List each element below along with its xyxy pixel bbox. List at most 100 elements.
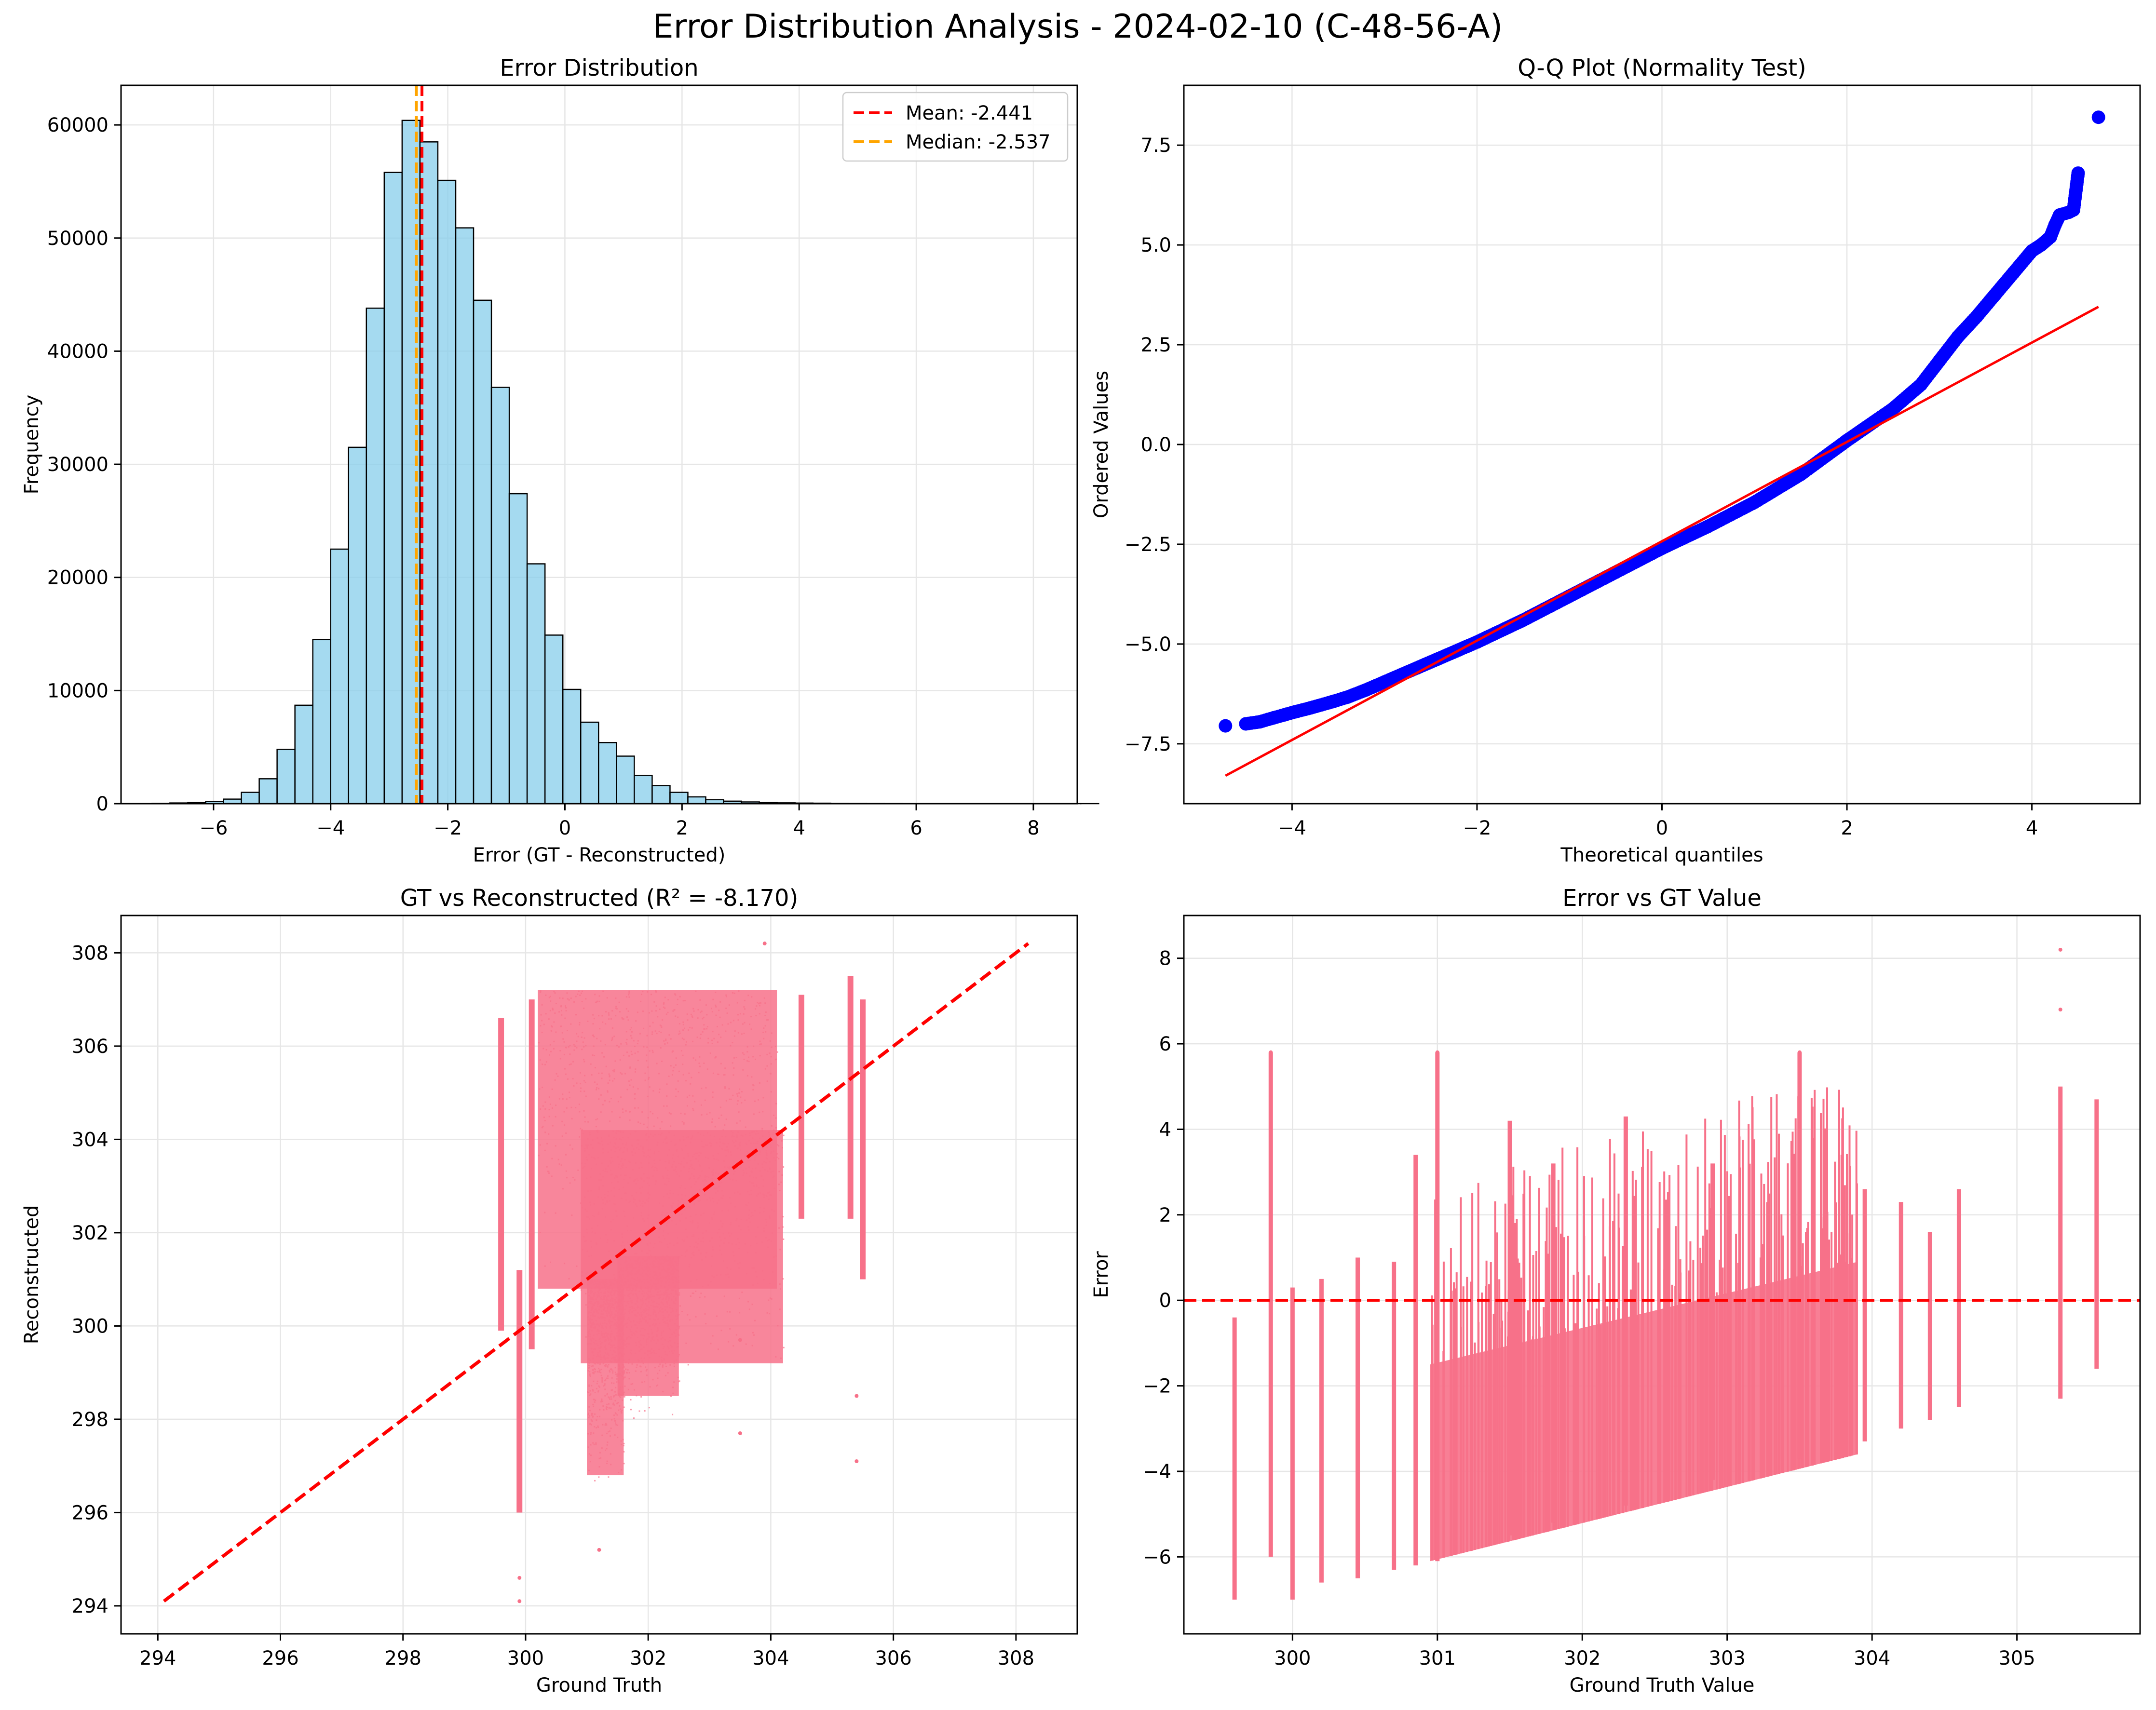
axis-ticks: 294 296 298 300 302 304 306 308 294 296 298 300 302 3… xyxy=(72,942,1034,1670)
y-tick-label: −7.5 xyxy=(1125,733,1171,755)
x-tick-label: −2 xyxy=(434,817,462,839)
qq-point xyxy=(1359,683,1373,697)
x-tick-label: 308 xyxy=(998,1647,1034,1670)
scatter-outlier xyxy=(854,1459,859,1464)
y-tick-label: −2 xyxy=(1143,1375,1171,1398)
plot-area xyxy=(1184,947,2140,1600)
qq-point xyxy=(1219,719,1233,733)
x-tick-label: 0 xyxy=(559,817,571,839)
scatter-outlier xyxy=(517,1575,522,1580)
scatter-outlier xyxy=(597,1548,601,1552)
y-tick-label: −5.0 xyxy=(1125,633,1171,656)
axes-frame xyxy=(120,915,1078,1635)
x-tick-label: 304 xyxy=(752,1647,789,1670)
scatter-outlier xyxy=(2058,1008,2062,1012)
qq-point xyxy=(1701,519,1715,533)
qq-point xyxy=(1253,715,1267,729)
axes-frame xyxy=(1183,84,2141,805)
y-tick-label: 0.0 xyxy=(1140,434,1171,456)
x-tick-label: −2 xyxy=(1463,817,1491,839)
qq-point xyxy=(1424,655,1438,669)
legend: Mean: -2.441 Median: -2.537 xyxy=(842,92,1069,162)
x-tick-label: 306 xyxy=(875,1647,911,1670)
scatter-outlier xyxy=(762,942,767,946)
x-tick-label: 303 xyxy=(1709,1647,1746,1670)
scatter-outlier xyxy=(1269,1050,1273,1054)
x-tick-label: −4 xyxy=(1278,817,1306,839)
y-tick-label: 298 xyxy=(72,1409,108,1431)
grid-lines xyxy=(1184,85,2140,804)
y-tick-label: 50000 xyxy=(47,228,108,250)
histogram-bars xyxy=(151,120,1099,805)
x-axis-label: Error (GT - Reconstructed) xyxy=(473,844,726,866)
scatter-outlier xyxy=(2058,947,2062,952)
axes-title: Error Distribution xyxy=(500,54,698,81)
histogram-bar xyxy=(258,778,278,805)
axes-title: Q-Q Plot (Normality Test) xyxy=(1518,54,1806,81)
qq-point xyxy=(1322,696,1336,710)
histogram-bar xyxy=(634,775,653,805)
histogram-bar xyxy=(651,785,671,805)
x-axis-label: Ground Truth Value xyxy=(1570,1674,1755,1697)
y-tick-label: 296 xyxy=(72,1502,108,1524)
y-tick-label: −4 xyxy=(1143,1461,1171,1483)
histogram-bar xyxy=(687,796,706,805)
gt-vs-reconstructed-panel: 294 296 298 300 302 304 306 308 294 296 298 300 302 3… xyxy=(21,885,1078,1697)
x-tick-label: 300 xyxy=(1274,1647,1311,1670)
qq-fit-line xyxy=(1225,306,2099,777)
scatter-outlier xyxy=(738,1338,742,1342)
histogram-bar xyxy=(294,704,313,805)
y-tick-label: 2.5 xyxy=(1140,334,1171,356)
axes-frame xyxy=(1183,915,2141,1635)
y-tick-label: 10000 xyxy=(47,680,108,702)
x-tick-label: 302 xyxy=(630,1647,666,1670)
qq-point xyxy=(1341,690,1355,704)
figure-suptitle: Error Distribution Analysis - 2024-02-10… xyxy=(653,8,1503,46)
axis-ticks: −6 −4 −2 0 2 4 6 8 0 10000 20000 30000 40000 50000 600… xyxy=(47,114,1040,839)
qq-point xyxy=(1285,706,1299,720)
y-tick-label: 308 xyxy=(72,942,108,964)
y-tick-label: 6 xyxy=(1159,1033,1171,1055)
histogram-bar xyxy=(455,227,475,805)
histogram-bar xyxy=(241,792,260,805)
y-tick-label: 300 xyxy=(72,1315,108,1337)
x-tick-label: 298 xyxy=(385,1647,421,1670)
histogram-bar xyxy=(508,493,528,805)
axis-ticks: 300 301 302 303 304 305 −6 −4 −2 0 2 4 6 8 xyxy=(1143,948,2035,1670)
y-tick-label: 20000 xyxy=(47,567,108,589)
y-tick-label: 8 xyxy=(1159,948,1171,970)
qq-point xyxy=(2043,230,2057,244)
histogram-bar xyxy=(330,548,350,805)
y-tick-label: 7.5 xyxy=(1140,135,1171,157)
x-tick-label: 6 xyxy=(910,817,922,839)
scatter-outlier xyxy=(1435,1050,1439,1054)
y-axis-label: Reconstructed xyxy=(21,1205,43,1344)
x-tick-label: 4 xyxy=(793,817,805,839)
scatter-outlier xyxy=(738,1431,742,1435)
y-tick-label: 0 xyxy=(96,793,108,815)
qq-point xyxy=(1267,711,1281,725)
legend-median-label: Median: -2.537 xyxy=(906,131,1051,153)
y-tick-label: 60000 xyxy=(47,114,108,136)
y-tick-label: −6 xyxy=(1143,1546,1171,1568)
histogram-bar xyxy=(276,749,296,805)
axes-frame xyxy=(120,84,1078,805)
plot-area xyxy=(163,942,1030,1603)
qq-point xyxy=(1303,701,1317,715)
y-tick-label: 0 xyxy=(1159,1290,1171,1312)
qq-point xyxy=(1794,468,1808,482)
scatter-outlier xyxy=(1797,1050,1802,1054)
histogram-bar xyxy=(616,755,635,805)
histogram-bar xyxy=(348,446,367,805)
legend-mean-label: Mean: -2.441 xyxy=(906,102,1033,124)
x-tick-label: 2 xyxy=(676,817,688,839)
x-tick-label: −4 xyxy=(316,817,345,839)
histogram-bar xyxy=(490,387,510,805)
y-axis-label: Error xyxy=(1090,1251,1112,1298)
qq-point xyxy=(2071,166,2085,180)
histogram-bar xyxy=(312,639,331,805)
legend-box xyxy=(842,92,1069,162)
qq-point xyxy=(1886,402,1900,416)
y-axis-label: Ordered Values xyxy=(1090,371,1112,518)
y-tick-label: 2 xyxy=(1159,1204,1171,1226)
